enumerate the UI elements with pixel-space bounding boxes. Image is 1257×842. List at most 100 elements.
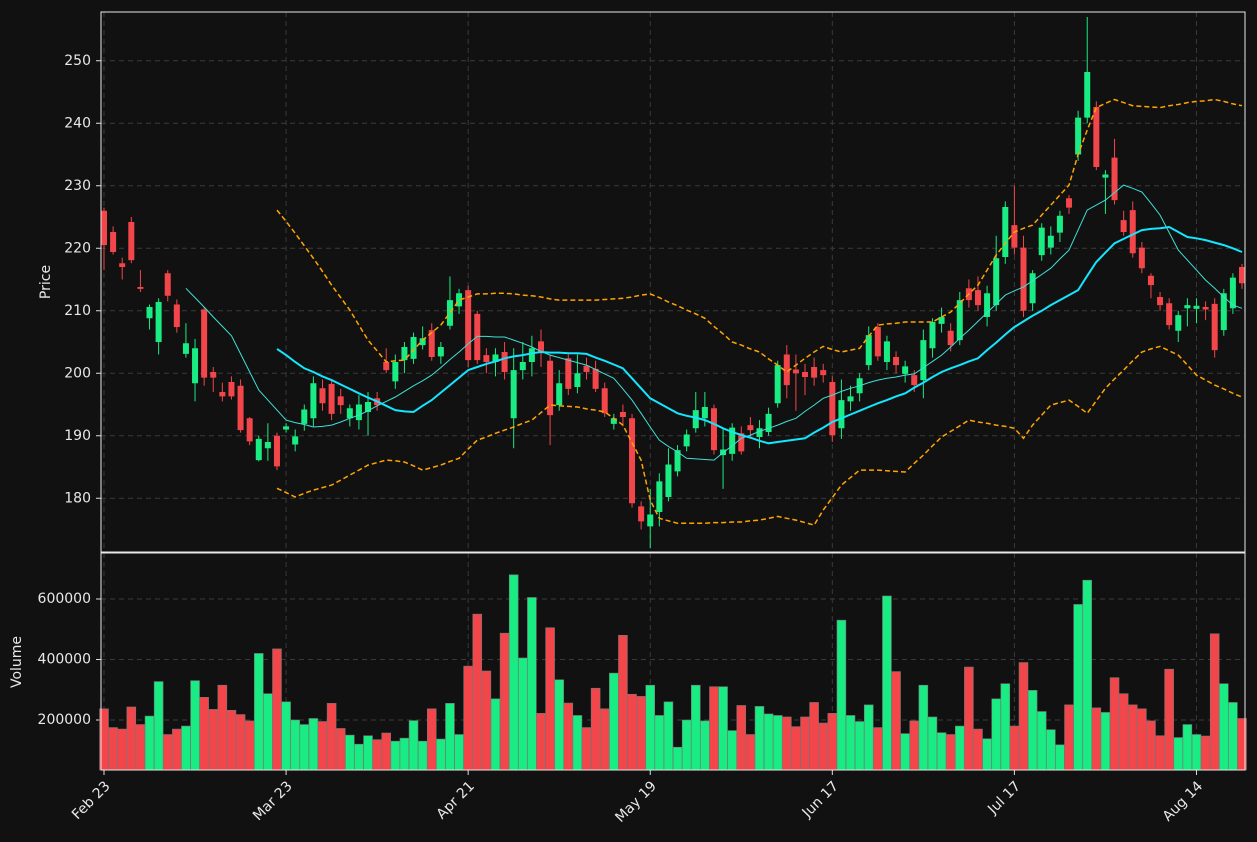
volume-bar (909, 720, 920, 771)
candle-body (301, 409, 308, 424)
candle-body (237, 385, 244, 431)
volume-bar (900, 733, 910, 771)
volume-bar (1036, 711, 1047, 771)
candle-body (155, 302, 162, 342)
candle-body (547, 360, 554, 416)
candle-body (1211, 303, 1218, 351)
candle-body (710, 408, 717, 451)
y-tick-label: 210 (64, 303, 91, 319)
candle-body (210, 372, 217, 378)
candle-body (774, 365, 781, 404)
volume-bar (1182, 724, 1193, 771)
candle-body (228, 382, 235, 397)
candle-body (1056, 215, 1063, 233)
volume-bar (1173, 737, 1184, 771)
candle-body (164, 273, 171, 296)
candle-body (974, 290, 981, 306)
volume-bar (1118, 693, 1129, 771)
volume-bar (581, 727, 592, 771)
volume-bar (609, 672, 619, 771)
volume-bar (1109, 677, 1120, 771)
candle-body (610, 418, 617, 424)
candle-body (328, 383, 335, 414)
volume-bar (690, 684, 701, 771)
volume-bar (317, 721, 328, 771)
volume-bar (1027, 690, 1038, 771)
volume-bar (499, 632, 510, 771)
candle-body (410, 337, 417, 359)
volume-bar (508, 574, 519, 771)
candle-body (1038, 227, 1045, 256)
volume-bar (181, 725, 191, 771)
volume-bar (126, 706, 137, 771)
volume-bar (554, 679, 564, 771)
volume-bar (244, 720, 255, 771)
y-tick-label: 190 (64, 428, 91, 444)
volume-bar (1209, 633, 1220, 771)
volume-bar (235, 714, 246, 771)
candle-body (820, 370, 827, 376)
volume-bar (955, 725, 965, 771)
candle-body (556, 383, 563, 406)
volume-bar (681, 719, 692, 771)
candle-body (182, 343, 189, 354)
candle-body (1157, 297, 1164, 306)
candle-body (283, 426, 290, 430)
volume-bar (481, 670, 492, 771)
candle-body (446, 300, 453, 326)
volume-bar (518, 657, 528, 771)
candle-body (911, 375, 918, 386)
candle-body (437, 347, 444, 357)
volume-bar (818, 722, 828, 771)
y-tick-label: 220 (64, 240, 91, 256)
volume-bar (791, 726, 801, 771)
candle-body (1120, 220, 1127, 232)
candle-body (1138, 247, 1145, 269)
candle-body (1175, 315, 1182, 331)
volume-bar (217, 684, 228, 771)
volume-bar (627, 693, 637, 771)
volume-bar (873, 727, 883, 771)
volume-bar (153, 681, 164, 771)
candle-body (1075, 117, 1082, 155)
volume-bar (254, 653, 264, 771)
candle-body (583, 365, 590, 372)
volume-bar (563, 702, 574, 771)
volume-bar (709, 686, 719, 771)
volume-bar (1091, 707, 1102, 771)
volume-bar (281, 701, 291, 771)
candle-body (902, 366, 909, 374)
volume-bar (672, 746, 683, 771)
candle-body (1111, 157, 1118, 201)
volume-bar (1100, 712, 1111, 771)
candle-body (346, 408, 353, 419)
indicator-line (276, 225, 1243, 445)
candle-body (101, 210, 108, 246)
volume-bar (172, 728, 182, 771)
volume-bar (654, 715, 665, 771)
volume-bar (1055, 744, 1065, 771)
volume-bar (326, 703, 337, 771)
candle-body (1147, 275, 1154, 286)
volume-bar (454, 734, 464, 771)
candle-body (510, 370, 517, 419)
candle-body (1229, 277, 1236, 309)
volume-bar (135, 724, 146, 771)
volume-bar (636, 696, 646, 771)
candle-body (428, 330, 435, 357)
volume-bar (1073, 604, 1083, 771)
volume-bar (345, 734, 355, 771)
candle-body (674, 450, 681, 472)
volume-bar (226, 710, 237, 771)
candle-body (383, 362, 390, 371)
y-tick-label: 230 (64, 178, 91, 194)
volume-bar (208, 709, 219, 771)
candle-body (601, 388, 608, 414)
candle-body (656, 481, 663, 512)
candle-body (519, 362, 526, 371)
candle-body (137, 287, 144, 289)
volume-bar (381, 732, 391, 771)
volume-bar (590, 687, 601, 771)
candle-body (319, 388, 326, 404)
